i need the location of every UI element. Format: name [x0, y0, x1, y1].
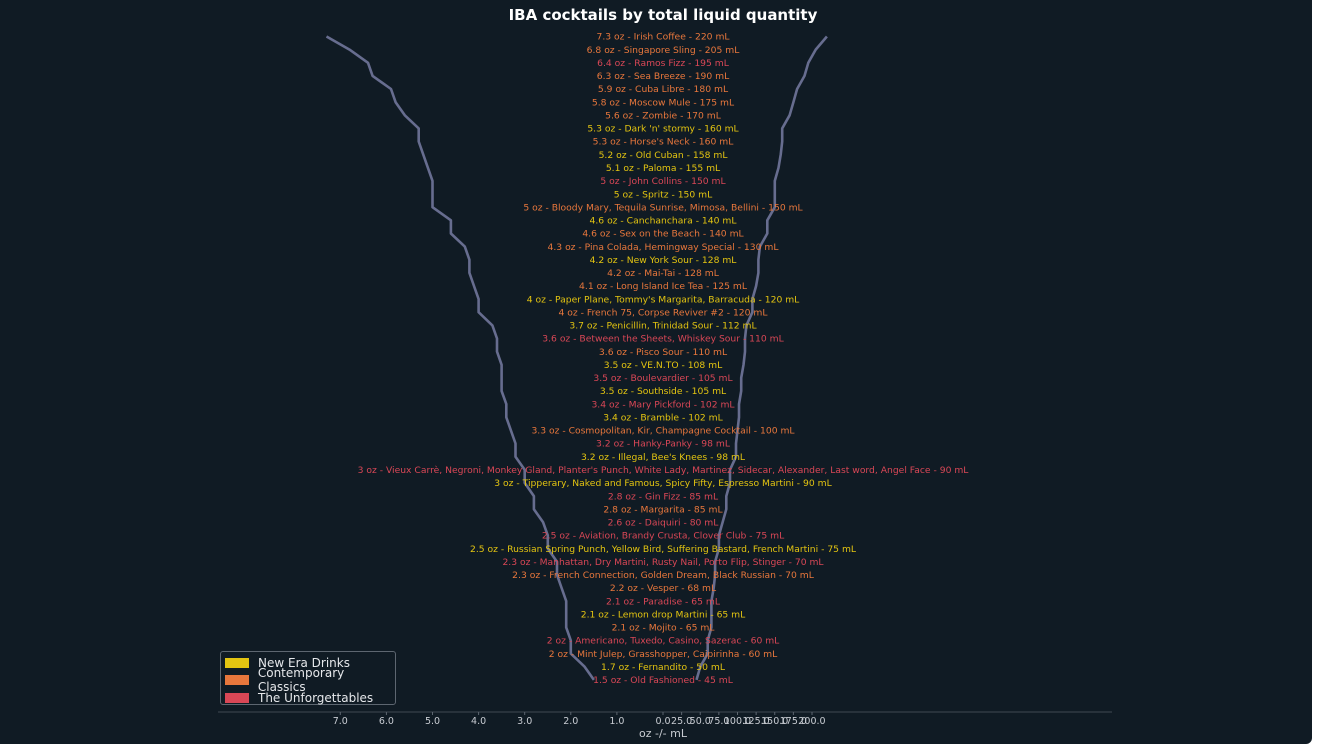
data-label: 5.9 oz - Cuba Libre - 180 mL — [598, 84, 729, 95]
data-label: 6.4 oz - Ramos Fizz - 195 mL — [597, 58, 730, 69]
x-tick-ml: 50.0 — [690, 716, 711, 727]
data-label: 2.2 oz - Vesper - 68 mL — [610, 583, 717, 594]
x-tick-oz: 3.0 — [517, 716, 532, 727]
data-label: 3.4 oz - Bramble - 102 mL — [603, 412, 723, 423]
legend-item-new-era: New Era Drinks — [225, 654, 395, 672]
data-label: 6.3 oz - Sea Breeze - 190 mL — [597, 71, 730, 82]
data-label: 4 oz - Paper Plane, Tommy's Margarita, B… — [527, 294, 800, 305]
data-label: 4.6 oz - Canchanchara - 140 mL — [590, 216, 738, 227]
legend-swatch — [225, 657, 249, 668]
data-label: 4.2 oz - Mai-Tai - 128 mL — [607, 268, 720, 279]
data-label: 2.6 oz - Daiquiri - 80 mL — [608, 518, 720, 529]
data-label: 3.6 oz - Pisco Sour - 110 mL — [599, 347, 728, 358]
legend-label: Contemporary Classics — [257, 666, 345, 695]
data-label: 3.5 oz - VE.N.TO - 108 mL — [604, 360, 723, 371]
legend-label: The Unforgettables — [258, 690, 374, 705]
data-label: 3.2 oz - Illegal, Bee's Knees - 98 mL — [581, 452, 746, 463]
data-label: 2.3 oz - Manhattan, Dry Martini, Rusty N… — [502, 557, 824, 568]
data-label: 3.5 oz - Southside - 105 mL — [600, 386, 727, 397]
data-label: 2.8 oz - Gin Fizz - 85 mL — [608, 491, 719, 502]
x-tick-ml: 75.0 — [708, 716, 729, 727]
data-label: 7.3 oz - Irish Coffee - 220 mL — [596, 32, 730, 43]
x-tick-oz: 2.0 — [563, 716, 578, 727]
data-label: 2 oz - Americano, Tuxedo, Casino, Sazera… — [547, 636, 780, 647]
x-axis-label: oz -/- mL — [639, 727, 688, 740]
x-tick-oz: 7.0 — [333, 716, 348, 727]
chart-title: IBA cocktails by total liquid quantity — [509, 6, 818, 24]
data-label: 2.1 oz - Paradise - 65 mL — [606, 596, 721, 607]
data-label: 1.5 oz - Old Fashioned - 45 mL — [593, 675, 734, 686]
x-tick-oz: 6.0 — [379, 716, 394, 727]
legend-item-unforgettables: The Unforgettables — [225, 689, 395, 707]
data-label: 4.1 oz - Long Island Ice Tea - 125 mL — [579, 281, 748, 292]
data-label: 2.8 oz - Margarita - 85 mL — [603, 504, 723, 515]
x-tick-ml: 150.0 — [761, 716, 788, 727]
data-label: 3.2 oz - Hanky-Panky - 98 mL — [596, 439, 731, 450]
x-tick-ml: 125.0 — [743, 716, 770, 727]
data-label: 5.8 oz - Moscow Mule - 175 mL — [592, 97, 735, 108]
series-lines — [325, 35, 828, 681]
oz-series-line — [325, 35, 595, 681]
x-tick-ml: 200.0 — [798, 716, 825, 727]
data-labels: 7.3 oz - Irish Coffee - 220 mL 6.8 oz - S… — [358, 32, 970, 686]
data-label: 1.7 oz - Fernandito - 50 mL — [601, 662, 726, 673]
data-label: 3.4 oz - Mary Pickford - 102 mL — [591, 399, 735, 410]
legend-swatch — [225, 692, 249, 703]
data-label: 5 oz - John Collins - 150 mL — [600, 176, 726, 187]
data-label: 2.5 oz - Russian Spring Punch, Yellow Bi… — [470, 544, 857, 555]
data-label: 5.6 oz - Zombie - 170 mL — [605, 110, 722, 121]
data-label: 3.5 oz - Boulevardier - 105 mL — [593, 373, 733, 384]
data-label: 5.3 oz - Horse's Neck - 160 mL — [593, 137, 735, 148]
legend-swatch — [225, 675, 249, 686]
data-label: 3.3 oz - Cosmopolitan, Kir, Champagne Co… — [531, 426, 795, 437]
ml-series-line — [695, 35, 828, 681]
x-tick-oz: 5.0 — [425, 716, 440, 727]
x-tick-ml: 100.0 — [724, 716, 751, 727]
data-label: 2.1 oz - Mojito - 65 mL — [612, 623, 716, 634]
x-tick-ml: 175.0 — [780, 716, 807, 727]
data-label: 5 oz - Bloody Mary, Tequila Sunrise, Mim… — [523, 202, 803, 213]
data-label: 2 oz - Mint Julep, Grasshopper, Caipirin… — [549, 649, 778, 660]
data-label: 5.1 oz - Paloma - 155 mL — [606, 163, 721, 174]
data-label: 3.6 oz - Between the Sheets, Whiskey Sou… — [542, 334, 784, 345]
x-tick-ml: 25.0 — [671, 716, 692, 727]
data-label: 4.2 oz - New York Sour - 128 mL — [590, 255, 738, 266]
data-label: 3 oz - Vieux Carrè, Negroni, Monkey Glan… — [358, 465, 970, 476]
x-tick-oz: 4.0 — [471, 716, 486, 727]
legend-label: New Era Drinks — [258, 655, 350, 670]
x-tick-oz: 0.0 — [655, 716, 670, 727]
data-label: 5.2 oz - Old Cuban - 158 mL — [599, 150, 729, 161]
data-label: 5 oz - Spritz - 150 mL — [614, 189, 713, 200]
data-label: 2.5 oz - Aviation, Brandy Crusta, Clover… — [542, 531, 785, 542]
data-label: 6.8 oz - Singapore Sling - 205 mL — [587, 45, 741, 56]
x-ticks: 7.0 6.0 5.0 4.0 3.0 2.0 1.0 0.0 25.050.075.0100.… — [333, 712, 826, 727]
x-tick-oz: 1.0 — [609, 716, 624, 727]
data-label: 3.7 oz - Penicillin, Trinidad Sour - 112… — [569, 321, 757, 332]
data-label: 2.3 oz - French Connection, Golden Dream… — [512, 570, 815, 581]
data-label: 3 oz - Tipperary, Naked and Famous, Spic… — [494, 478, 832, 489]
data-label: 5.3 oz - Dark 'n' stormy - 160 mL — [587, 124, 739, 135]
data-label: 2.1 oz - Lemon drop Martini - 65 mL — [581, 609, 746, 620]
legend-item-contemporary: Contemporary Classics — [225, 666, 395, 694]
legend: New Era Drinks Contemporary Classics The… — [220, 651, 396, 705]
data-label: 4 oz - French 75, Corpse Reviver #2 - 12… — [559, 307, 769, 318]
data-label: 4.6 oz - Sex on the Beach - 140 mL — [582, 229, 744, 240]
data-label: 4.3 oz - Pina Colada, Hemingway Special … — [548, 242, 780, 253]
